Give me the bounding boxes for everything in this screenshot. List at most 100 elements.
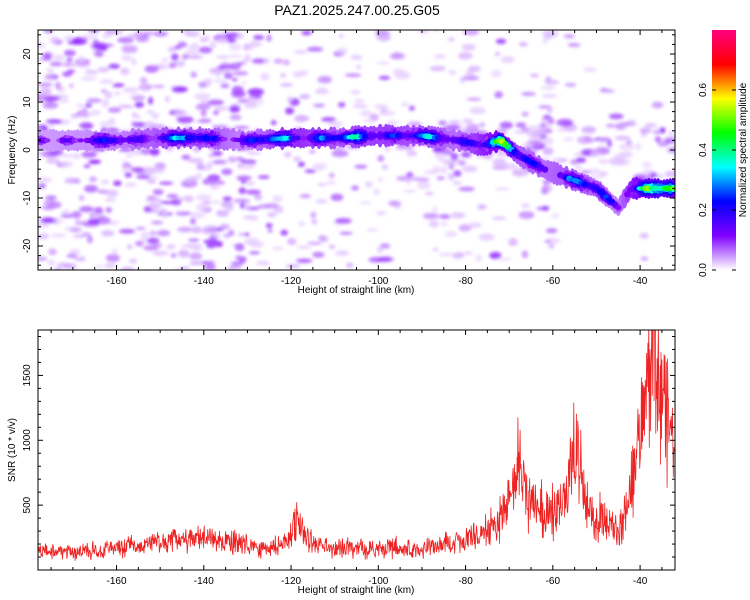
noise-blob	[346, 262, 354, 269]
snr-x-tick-label: -80	[458, 576, 473, 587]
noise-blob	[130, 167, 144, 172]
noise-blob	[664, 170, 675, 178]
noise-blob	[436, 176, 445, 181]
noise-blob	[60, 161, 74, 168]
noise-blob	[66, 57, 73, 62]
noise-blob	[475, 254, 482, 262]
noise-blob	[210, 184, 220, 190]
noise-blob	[526, 140, 543, 145]
noise-blob	[376, 61, 390, 65]
noise-blob	[212, 232, 219, 237]
snr-background	[38, 330, 675, 570]
noise-blob	[229, 105, 241, 113]
noise-blob	[651, 172, 658, 177]
noise-blob	[244, 103, 257, 109]
noise-blob	[191, 246, 202, 252]
noise-blob	[304, 169, 317, 173]
noise-blob	[215, 180, 225, 185]
noise-blob	[72, 178, 81, 184]
noise-blob	[312, 251, 325, 258]
noise-blob	[180, 244, 193, 248]
noise-blob	[38, 257, 48, 261]
noise-blob	[107, 107, 122, 113]
noise-blob	[241, 81, 247, 85]
noise-blob	[42, 101, 59, 109]
noise-blob	[260, 72, 270, 81]
noise-blob	[175, 211, 192, 216]
noise-blob	[514, 167, 528, 172]
ridge-cell	[221, 136, 228, 142]
noise-blob	[161, 210, 168, 219]
noise-blob	[138, 148, 153, 155]
noise-blob	[315, 199, 328, 204]
noise-blob	[225, 204, 234, 212]
noise-blob	[495, 38, 507, 45]
noise-blob	[202, 178, 211, 185]
noise-blob	[230, 261, 244, 266]
noise-blob	[317, 235, 326, 240]
noise-blob	[131, 121, 138, 127]
noise-blob	[150, 168, 165, 174]
noise-blob	[441, 158, 448, 163]
noise-blob	[494, 51, 501, 57]
noise-blob	[190, 71, 197, 78]
noise-blob	[117, 37, 134, 44]
noise-blob	[74, 219, 81, 226]
noise-blob	[447, 173, 455, 181]
noise-blob	[321, 117, 336, 122]
noise-blob	[213, 79, 229, 83]
noise-blob	[159, 181, 174, 185]
noise-blob	[452, 181, 462, 185]
noise-blob	[267, 212, 277, 218]
noise-blob	[54, 219, 66, 223]
noise-blob	[546, 106, 553, 114]
noise-blob	[84, 184, 98, 193]
noise-blob	[575, 165, 583, 170]
noise-blob	[81, 232, 92, 237]
noise-blob	[72, 37, 88, 45]
noise-blob	[407, 176, 420, 181]
noise-blob	[159, 200, 176, 205]
noise-blob	[105, 189, 119, 197]
noise-blob	[626, 140, 633, 145]
noise-blob	[168, 62, 177, 69]
noise-blob	[639, 127, 653, 134]
snr-y-tick-label: 1000	[22, 429, 33, 452]
noise-blob	[306, 46, 324, 52]
noise-blob	[619, 143, 635, 151]
noise-blob	[209, 67, 225, 75]
noise-blob	[129, 258, 138, 265]
noise-blob	[40, 217, 56, 224]
noise-blob	[567, 42, 581, 48]
noise-blob	[422, 212, 440, 220]
noise-blob	[272, 195, 283, 203]
colorbar-tick-label: 0.6	[698, 83, 709, 97]
noise-blob	[227, 267, 234, 270]
noise-blob	[38, 42, 45, 49]
noise-blob	[500, 56, 515, 64]
noise-blob	[63, 35, 76, 42]
noise-blob	[38, 183, 46, 189]
noise-blob	[475, 155, 492, 159]
noise-blob	[187, 158, 204, 163]
noise-blob	[112, 83, 125, 88]
noise-blob	[152, 189, 164, 196]
noise-blob	[521, 111, 529, 117]
noise-blob	[313, 103, 326, 108]
noise-blob	[63, 49, 76, 57]
noise-blob	[224, 32, 239, 38]
snr-y-axis: 500 1000 1500	[22, 335, 675, 558]
noise-blob	[59, 154, 76, 158]
noise-blob	[465, 123, 480, 132]
noise-blob	[63, 61, 72, 67]
noise-blob	[100, 179, 109, 185]
noise-blob	[95, 264, 103, 269]
noise-blob	[461, 43, 476, 51]
noise-blob	[301, 30, 312, 36]
noise-blob	[450, 152, 459, 161]
noise-blob	[457, 252, 463, 256]
noise-blob	[183, 49, 200, 56]
snr-series-line	[38, 330, 675, 561]
noise-blob	[355, 64, 362, 70]
noise-blob	[68, 83, 74, 89]
